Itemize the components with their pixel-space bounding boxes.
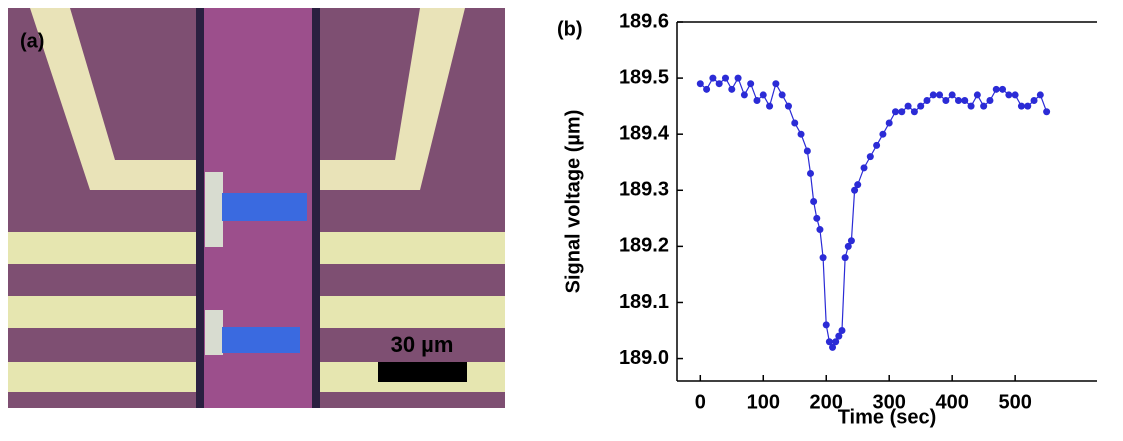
data-point bbox=[847, 237, 855, 245]
data-point bbox=[866, 153, 874, 161]
data-point bbox=[810, 198, 818, 205]
data-point bbox=[734, 74, 742, 82]
data-point bbox=[929, 91, 937, 99]
data-point bbox=[778, 91, 786, 99]
data-point bbox=[873, 141, 881, 149]
data-point bbox=[829, 343, 837, 351]
data-point bbox=[703, 85, 711, 93]
data-point bbox=[740, 91, 748, 99]
x-tick-label: 400 bbox=[935, 391, 968, 413]
data-point bbox=[1024, 102, 1032, 110]
data-point bbox=[835, 332, 843, 340]
data-point bbox=[917, 102, 925, 110]
data-point bbox=[885, 119, 893, 127]
x-tick-label: 100 bbox=[747, 391, 780, 413]
data-point bbox=[1036, 91, 1044, 99]
data-point bbox=[772, 80, 780, 88]
y-tick-label: 189.5 bbox=[619, 66, 669, 88]
data-point bbox=[728, 85, 736, 93]
data-point bbox=[721, 74, 729, 82]
data-point bbox=[1011, 91, 1019, 99]
data-point bbox=[791, 119, 799, 127]
y-tick-label: 189.6 bbox=[619, 10, 669, 32]
panel-label: (a) bbox=[20, 30, 44, 52]
y-tick-label: 189.0 bbox=[619, 347, 669, 369]
y-axis-title: Signal voltage (µm) bbox=[562, 110, 584, 294]
scale-bar-label: 30 µm bbox=[391, 332, 454, 357]
data-point bbox=[854, 181, 862, 189]
data-point bbox=[1017, 102, 1025, 110]
data-point bbox=[696, 80, 704, 88]
y-tick-label: 189.3 bbox=[619, 179, 669, 201]
data-point bbox=[967, 102, 975, 110]
data-point bbox=[986, 97, 994, 105]
data-point bbox=[851, 186, 859, 194]
data-point bbox=[1043, 108, 1051, 116]
data-point bbox=[980, 102, 988, 110]
data-point bbox=[892, 108, 900, 116]
data-line bbox=[699, 76, 1048, 349]
data-point bbox=[948, 91, 956, 99]
data-point bbox=[841, 254, 849, 262]
data-point bbox=[822, 321, 830, 329]
data-point bbox=[942, 97, 950, 105]
y-tick-label: 189.4 bbox=[619, 122, 670, 144]
panel-label: (b) bbox=[557, 18, 583, 40]
data-point bbox=[759, 91, 767, 99]
data-point bbox=[898, 108, 906, 116]
x-tick-label: 0 bbox=[695, 391, 706, 413]
data-point bbox=[1005, 91, 1013, 99]
data-point bbox=[806, 169, 814, 177]
data-point bbox=[936, 91, 944, 99]
data-point bbox=[832, 338, 840, 346]
data-point bbox=[784, 102, 792, 110]
data-point bbox=[904, 102, 912, 110]
data-point bbox=[825, 338, 833, 346]
data-point bbox=[961, 97, 969, 105]
data-point bbox=[910, 108, 918, 116]
data-point bbox=[1030, 97, 1038, 105]
data-point bbox=[816, 226, 824, 234]
data-point bbox=[860, 164, 868, 172]
data-point bbox=[797, 130, 805, 138]
data-point bbox=[999, 85, 1007, 93]
data-point bbox=[879, 130, 887, 138]
y-tick-label: 189.2 bbox=[619, 235, 669, 257]
micrograph: (a) 30 µm bbox=[8, 8, 505, 408]
x-tick-label: 500 bbox=[998, 391, 1031, 413]
x-tick-label: 300 bbox=[873, 391, 906, 413]
y-tick-label: 189.1 bbox=[619, 291, 669, 313]
data-point bbox=[803, 147, 811, 155]
x-axis-title: Time (sec) bbox=[838, 406, 937, 428]
data-point bbox=[715, 80, 723, 88]
data-point bbox=[813, 214, 821, 222]
data-point bbox=[923, 97, 931, 105]
data-point bbox=[844, 242, 852, 250]
data-point bbox=[992, 85, 1000, 93]
data-point bbox=[819, 254, 827, 262]
data-point bbox=[747, 80, 755, 88]
data-point bbox=[973, 91, 981, 99]
x-tick-label: 200 bbox=[810, 391, 843, 413]
data-point bbox=[709, 74, 717, 82]
data-point bbox=[766, 102, 774, 110]
data-point bbox=[838, 327, 846, 335]
data-point bbox=[753, 97, 761, 105]
data-point bbox=[954, 97, 962, 105]
